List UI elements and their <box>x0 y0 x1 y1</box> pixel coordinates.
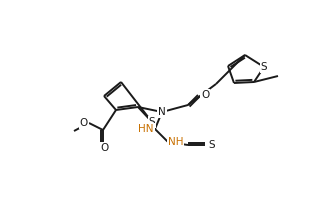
Text: O: O <box>100 143 108 153</box>
Text: N: N <box>158 107 166 117</box>
Text: NH: NH <box>168 137 184 147</box>
Text: S: S <box>261 62 267 72</box>
Text: S: S <box>149 117 155 127</box>
Text: HN: HN <box>138 124 154 134</box>
Text: O: O <box>201 90 209 100</box>
Text: O: O <box>80 118 88 128</box>
Text: S: S <box>208 140 214 150</box>
